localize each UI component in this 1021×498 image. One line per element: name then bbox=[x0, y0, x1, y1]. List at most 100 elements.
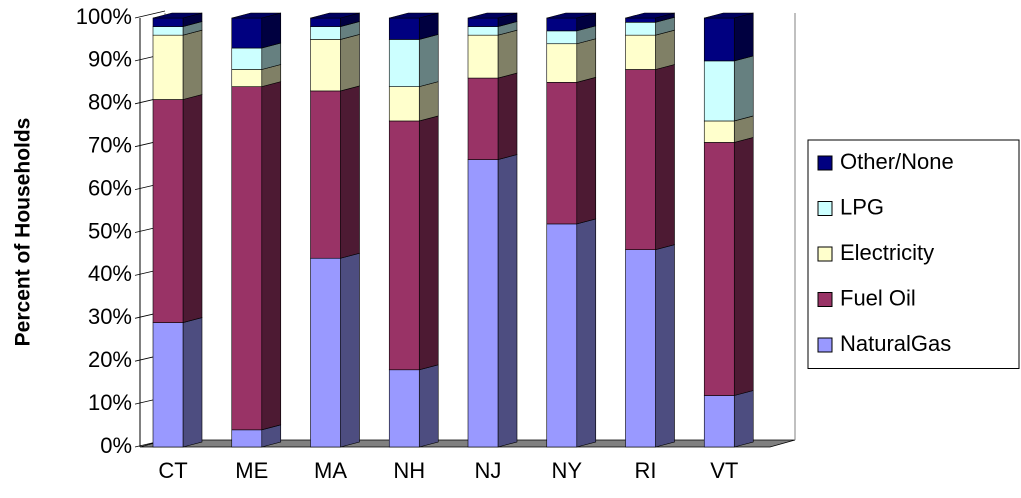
bar-segment bbox=[546, 223, 578, 448]
bar-segment bbox=[231, 429, 263, 448]
x-tick-label: NH bbox=[393, 458, 425, 483]
bar-segment bbox=[467, 34, 499, 79]
bar-segment bbox=[703, 17, 735, 62]
bar-segment bbox=[152, 322, 184, 448]
bar-segment bbox=[546, 30, 578, 45]
x-tick-label: NY bbox=[551, 458, 582, 483]
bar-segment bbox=[467, 26, 499, 36]
bar-segment bbox=[546, 82, 578, 225]
y-tick-label: 90% bbox=[88, 47, 132, 72]
bar-segment bbox=[310, 26, 341, 40]
legend-label: Other/None bbox=[840, 149, 954, 174]
bar-side bbox=[182, 94, 203, 323]
bar-top bbox=[389, 12, 439, 19]
bar-segment bbox=[388, 86, 420, 122]
bar-side bbox=[418, 34, 439, 88]
bar-side bbox=[733, 55, 754, 122]
y-tick-label: 20% bbox=[88, 347, 132, 372]
bar-side bbox=[655, 64, 675, 251]
bar-segment bbox=[703, 120, 735, 143]
x-tick-label: CT bbox=[158, 458, 187, 483]
bar-side bbox=[418, 81, 439, 122]
bar-top bbox=[231, 12, 281, 19]
bar-top bbox=[467, 12, 518, 19]
bar-side bbox=[576, 38, 597, 83]
bar-segment bbox=[546, 43, 578, 83]
bar-segment bbox=[231, 47, 263, 70]
bar-segment bbox=[388, 369, 420, 448]
y-tick-label: 50% bbox=[88, 218, 132, 243]
bar-side bbox=[418, 364, 439, 448]
y-tick-label: 0% bbox=[100, 433, 132, 458]
bar-segment bbox=[625, 249, 656, 448]
bar-side bbox=[182, 317, 203, 448]
y-tick-label: 80% bbox=[88, 90, 132, 115]
bar-side bbox=[261, 12, 282, 49]
x-tick-label: ME bbox=[235, 458, 268, 483]
bar-segment bbox=[310, 257, 341, 448]
y-tick-label: 10% bbox=[88, 390, 132, 415]
bar-side bbox=[733, 137, 754, 396]
y-axis-title: Percent of Households bbox=[12, 118, 35, 347]
bar-segment bbox=[231, 86, 263, 431]
x-tick-label: VT bbox=[710, 458, 738, 483]
bar-side bbox=[497, 29, 518, 79]
bar-side bbox=[261, 81, 282, 431]
bar-side bbox=[655, 29, 675, 70]
bar-segment bbox=[625, 21, 656, 36]
bar-segment bbox=[310, 90, 341, 259]
bar-side bbox=[418, 115, 439, 371]
bar-segment bbox=[467, 17, 499, 27]
bar-side bbox=[655, 244, 675, 448]
bar-segment bbox=[703, 60, 735, 122]
bar-side bbox=[733, 12, 754, 62]
bar-segment bbox=[388, 39, 420, 87]
bar-segment bbox=[703, 395, 735, 448]
x-tick-label: NJ bbox=[475, 458, 502, 483]
legend-swatch bbox=[817, 246, 833, 262]
bar-segment bbox=[152, 17, 184, 27]
bar-segment bbox=[388, 120, 420, 371]
legend-label: Electricity bbox=[840, 240, 934, 265]
legend-swatch bbox=[817, 155, 833, 171]
y-tick-label: 30% bbox=[88, 304, 132, 329]
bar-side bbox=[733, 390, 754, 448]
legend-swatch bbox=[817, 337, 833, 353]
bar-top bbox=[625, 12, 675, 19]
bar-segment bbox=[231, 69, 263, 87]
bar-side bbox=[576, 218, 597, 448]
legend-swatch bbox=[817, 292, 833, 307]
bar-segment bbox=[388, 17, 420, 40]
legend-swatch bbox=[817, 201, 833, 216]
bar-side bbox=[340, 252, 360, 448]
bar-side bbox=[340, 34, 360, 92]
tick-mark bbox=[134, 10, 166, 19]
bar-side bbox=[576, 76, 597, 225]
bar-segment bbox=[467, 77, 499, 160]
y-tick-label: 70% bbox=[88, 133, 132, 158]
bar-segment bbox=[152, 26, 184, 36]
bar-segment bbox=[231, 17, 263, 49]
bar-top bbox=[310, 12, 360, 19]
x-tick-label: RI bbox=[635, 458, 657, 483]
y-tick-label: 100% bbox=[76, 4, 132, 29]
bar-segment bbox=[625, 17, 656, 23]
bar-segment bbox=[310, 39, 341, 92]
bar-top bbox=[546, 12, 596, 19]
bar-side bbox=[340, 85, 360, 259]
bar-segment bbox=[625, 69, 656, 250]
bar-side bbox=[182, 29, 203, 100]
legend-label: Fuel Oil bbox=[840, 285, 916, 310]
bar-side bbox=[497, 154, 518, 448]
bar-segment bbox=[310, 17, 341, 27]
bar-top bbox=[704, 12, 754, 19]
y-tick-label: 40% bbox=[88, 261, 132, 286]
bar-segment bbox=[625, 34, 656, 70]
legend-box bbox=[807, 139, 1020, 369]
bar-segment bbox=[152, 34, 184, 100]
legend-label: LPG bbox=[840, 194, 884, 219]
bar-segment bbox=[703, 142, 735, 396]
bar-segment bbox=[467, 159, 499, 448]
y-tick-label: 60% bbox=[88, 175, 132, 200]
